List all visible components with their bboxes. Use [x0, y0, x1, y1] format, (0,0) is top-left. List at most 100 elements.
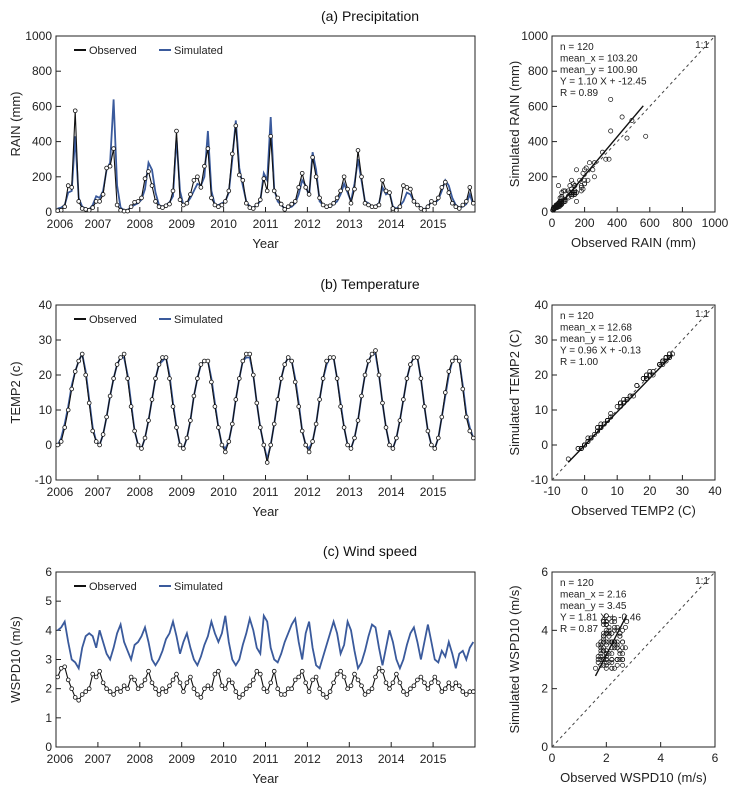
panel-b-observed-point	[146, 418, 151, 423]
panel-a-observed-point	[244, 200, 249, 206]
panel-b-observed-point	[317, 397, 322, 402]
panel-b-sc-ylabel: Simulated TEMP2 (C)	[507, 329, 522, 455]
panel-b-observed-point	[331, 355, 336, 360]
panel-a-scatter-point	[556, 183, 561, 189]
panel-c-observed-point	[202, 686, 207, 691]
panel-c-scatter-point	[603, 662, 609, 668]
panel-b-scatter-point	[663, 355, 669, 360]
panel-b-sc-xtick-label-1: 0	[581, 484, 588, 498]
panel-a-observed-point	[264, 188, 270, 194]
panel-b-scatter-point	[631, 393, 636, 399]
panel-a-observed-point	[167, 201, 172, 207]
panel-c-observed-point	[76, 697, 81, 703]
panel-a-scatter-point	[587, 160, 592, 166]
panel-b-observed-point	[149, 397, 155, 402]
panel-a-observed-point	[209, 195, 214, 201]
panel-c-scatter-point	[598, 654, 604, 660]
panel-b-scatter-point	[591, 432, 597, 437]
panel-c-observed-point	[90, 671, 95, 677]
panel-b-scatter-point	[660, 358, 666, 364]
panel-b-observed-point	[359, 393, 364, 399]
panel-b-observed-point	[373, 348, 378, 353]
panel-c-stat-4: R = 0.87	[560, 624, 599, 635]
panel-a-observed-point	[415, 202, 420, 208]
panel-b-xtick-label-9: 2015	[420, 485, 447, 499]
panel-a-observed-point	[463, 199, 469, 204]
panel-b-xtick-label-6: 2012	[294, 485, 321, 499]
panel-b-observed-point	[223, 449, 228, 455]
panel-a-scatter-point	[559, 193, 565, 199]
panel-a-scatter-point	[562, 197, 568, 203]
panel-c-observed-point	[292, 677, 298, 683]
panel-c-observed-point	[408, 686, 413, 691]
panel-c-observed-point	[149, 680, 155, 686]
panel-a-ytick-label-1: 200	[32, 170, 52, 184]
panel-a-observed-point	[195, 174, 200, 180]
panel-a-observed-point	[107, 163, 113, 169]
panel-c-ytick-label-6: 6	[45, 565, 52, 579]
panel-b-observed-point	[219, 442, 225, 448]
panel-c-xtick-label-5: 2011	[253, 752, 279, 766]
panel-c-scatter-point	[622, 624, 628, 630]
panel-a-observed-point	[100, 192, 106, 197]
panel-b-observed-point	[212, 404, 218, 409]
panel-b-observed-point	[338, 404, 343, 409]
panel-b-sc-xtick-label-4: 30	[676, 484, 690, 498]
panel-a-observed-point	[310, 155, 315, 160]
panel-b-sc-xtick-label-0: -10	[543, 484, 561, 498]
panel-c-observed-point	[170, 677, 176, 683]
panel-c-observed-point	[359, 683, 364, 689]
panel-c-observed-point	[345, 686, 350, 691]
panel-c-scatter-point	[601, 636, 607, 642]
panel-b-observed-point	[285, 355, 291, 360]
panel-a-observed-point	[327, 203, 333, 209]
panel-a-xtick-label-9: 2015	[420, 217, 447, 231]
panel-b-scatter-point	[582, 442, 588, 448]
panel-c-observed-point	[97, 668, 102, 674]
panel-a-observed-point	[317, 195, 322, 201]
panel-a-scatter-point	[591, 174, 597, 180]
panel-a-scatter-point	[562, 188, 568, 194]
panel-c-observed-line	[57, 666, 474, 702]
panel-b-observed-point	[460, 386, 466, 392]
panel-a-observed-point	[139, 195, 144, 201]
panel-b-observed-point	[401, 397, 406, 402]
panel-b-ytick-label-2: 10	[39, 403, 53, 417]
panel-b-observed-point	[435, 435, 441, 441]
panel-a-observed-point	[97, 199, 102, 204]
panel-a-observed-point	[303, 185, 309, 190]
panel-c-observed-point	[411, 683, 417, 689]
panel-a-scatter-point	[582, 181, 588, 187]
panel-c-observed-point	[296, 674, 302, 680]
panel-a-xtick-label-6: 2012	[294, 217, 321, 231]
panel-b-one-to-one-label: 1:1	[695, 309, 709, 320]
panel-b-xtick-label-8: 2014	[378, 485, 405, 499]
panel-c-sc-xtick-label-3: 6	[712, 751, 719, 765]
panel-b-observed-point	[376, 372, 382, 378]
panel-a-sc-xtick-label-4: 800	[672, 216, 692, 230]
panel-b-observed-point	[156, 362, 162, 367]
panel-b-xtick-label-5: 2011	[253, 485, 279, 499]
panel-c-observed-point	[219, 683, 225, 689]
panel-a-xtick-label-4: 2010	[210, 217, 237, 231]
panel-b-observed-point	[425, 428, 431, 434]
panel-a-scatter-point	[606, 156, 612, 162]
panel-c-scatter-point	[622, 645, 628, 651]
panel-b-observed-point	[387, 442, 392, 448]
panel-b-fit-line	[567, 354, 674, 463]
panel-b-observed-point	[240, 358, 246, 364]
panel-c-observed-point	[320, 692, 326, 697]
panel-b-scatter-point	[614, 404, 620, 409]
panel-c-observed-point	[383, 680, 389, 686]
panel-c-observed-point	[429, 680, 434, 686]
panel-b-scatter-point	[670, 351, 676, 357]
panel-c-ts-frame	[55, 571, 476, 748]
panel-b-sc-ytick-label-2: 10	[535, 403, 549, 417]
panel-a-observed-point	[296, 185, 302, 190]
panel-a-observed-point	[58, 207, 64, 213]
panel-b-observed-point	[408, 362, 413, 367]
panel-c-observed-point	[93, 674, 99, 680]
panel-b-sc-frame	[551, 304, 716, 481]
panel-c-observed-point	[306, 689, 312, 694]
panel-c-observed-point	[79, 692, 85, 697]
